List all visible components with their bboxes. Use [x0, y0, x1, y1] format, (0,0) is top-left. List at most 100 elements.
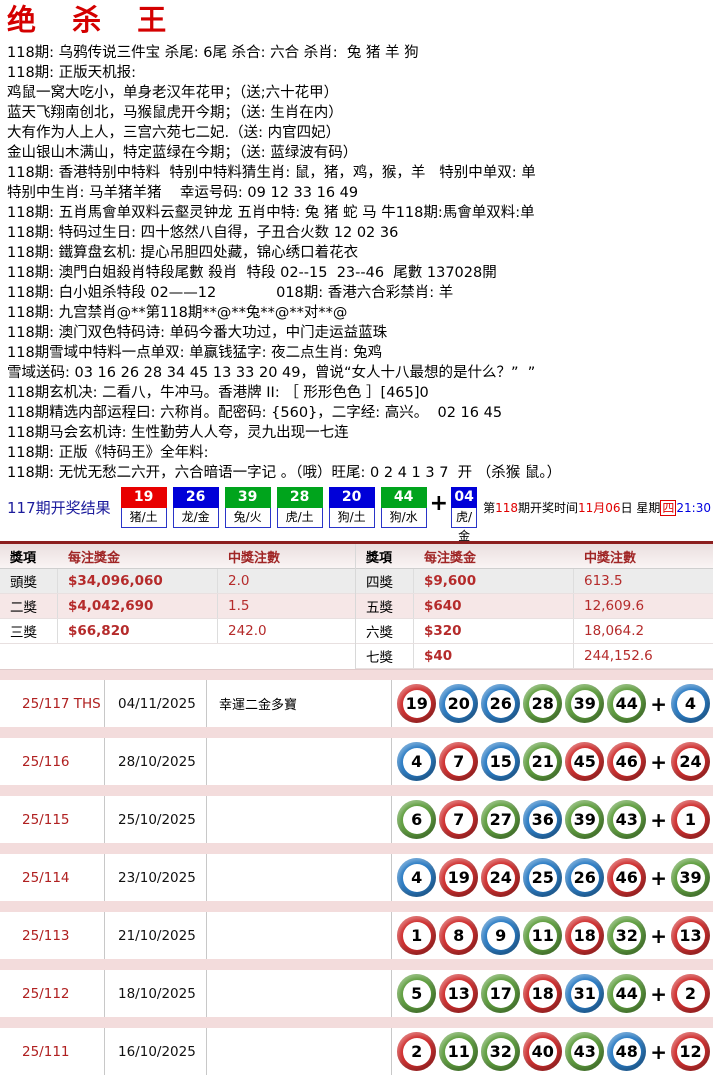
ball-number: 4: [676, 689, 705, 718]
prize-amount: $9,600: [414, 569, 574, 593]
history-draw-remark: 幸運二金多寶: [207, 680, 392, 727]
prize-rows-right: 四獎 $9,600 613.5 五獎 $640 12,609.6 六獎 $320…: [356, 569, 713, 669]
history-draw-date: 28/10/2025: [105, 738, 207, 785]
history-draw-remark: [207, 912, 392, 959]
result-badge-zodiac: 龙/金: [172, 508, 219, 528]
page-title: 绝 杀 王: [7, 3, 180, 37]
ball-number: 48: [612, 1037, 641, 1066]
lottery-ball: 8: [439, 916, 479, 955]
lottery-ball: 20: [439, 684, 479, 723]
history-draw-remark: [207, 854, 392, 901]
result-badge: 39 兔/火: [224, 487, 271, 528]
prediction-line: 雪域送码: 03 16 26 28 34 45 13 33 20 49，曾说“女…: [7, 365, 536, 381]
prize-name: 三獎: [0, 619, 58, 643]
history-draw-date: 18/10/2025: [105, 970, 207, 1017]
lottery-ball: 26: [481, 684, 521, 723]
prize-header-count: 中獎注數: [584, 550, 637, 566]
prize-row: 六獎 $320 18,064.2: [356, 619, 713, 644]
ball-number: 5: [402, 979, 431, 1008]
history-table: 25/117 THS 04/11/2025 幸運二金多寶 19 20: [0, 670, 713, 1075]
ball-number: 26: [486, 689, 515, 718]
ball-number: 39: [570, 805, 599, 834]
lottery-ball: 4: [397, 858, 437, 897]
next-draw-text: 日 星期: [620, 501, 661, 515]
prize-count: 12,609.6: [584, 598, 645, 614]
result-badge: 28 虎/土: [276, 487, 323, 528]
lottery-ball: 17: [481, 974, 521, 1013]
lottery-ball: 9: [481, 916, 521, 955]
history-draw-date: 21/10/2025: [105, 912, 207, 959]
lottery-ball: 45: [565, 742, 605, 781]
prize-amount: $4,042,690: [58, 594, 218, 618]
ball-number: 4: [402, 747, 431, 776]
prize-count: 242.0: [228, 623, 267, 639]
ball-number: 40: [528, 1037, 557, 1066]
history-row: 25/116 28/10/2025 4 7: [0, 738, 713, 785]
result-badge-number: 20: [328, 487, 375, 508]
history-draw-number: 25/111: [0, 1028, 105, 1075]
ball-number: 9: [486, 921, 515, 950]
result-badge: 20 狗/土: [328, 487, 375, 528]
result-badge-zodiac: 猪/土: [120, 508, 167, 528]
lottery-ball: 2: [397, 1032, 437, 1071]
ball-number: 8: [444, 921, 473, 950]
prize-amount: $34,096,060: [58, 569, 218, 593]
lottery-ball: 26: [565, 858, 605, 897]
bonus-ball: 2: [671, 974, 710, 1013]
history-draw-remark: [207, 1028, 392, 1075]
next-draw-weekday: 四: [660, 500, 677, 516]
next-draw-issue: 118: [495, 501, 518, 515]
next-draw-text: 第: [483, 501, 496, 515]
prediction-line: 金山银山木满山，特定蓝绿在今期；（送: 蓝绿波有码）: [7, 145, 358, 161]
prize-table-header: 獎項 每注獎金 中獎注數: [356, 544, 713, 569]
next-draw-text: 期开奖时间: [518, 501, 579, 515]
prediction-line: 118期马会玄机诗: 生性勤劳人人夸，灵九出现一七连: [7, 425, 349, 441]
lottery-ball: 18: [523, 974, 563, 1013]
result-badge-number: 04: [451, 487, 478, 508]
lottery-ball: 48: [607, 1032, 647, 1071]
plus-sign: +: [650, 807, 667, 832]
ball-number: 21: [528, 747, 557, 776]
ball-number: 17: [486, 979, 515, 1008]
prediction-line: 118期: 白小姐杀特段 02——12 018期: 香港六合彩禁肖: 羊: [7, 285, 454, 301]
prize-header-amount: 每注獎金: [424, 550, 477, 566]
plus-sign: +: [650, 1039, 667, 1064]
history-draw-remark: [207, 796, 392, 843]
lottery-ball: 44: [607, 684, 647, 723]
ball-number: 24: [676, 747, 705, 776]
ball-number: 2: [402, 1037, 431, 1066]
prediction-line: 118期: 九宫禁肖@**第118期**@**兔**@**对**@: [7, 305, 348, 321]
prediction-line: 大有作为人上人，三宫六苑七二妃.（送: 内官四妃）: [7, 125, 341, 141]
last-result-label: 117期开奖结果: [7, 499, 111, 517]
result-badge-zodiac: 狗/土: [328, 508, 375, 528]
ball-number: 1: [402, 921, 431, 950]
bonus-ball: 24: [671, 742, 710, 781]
history-draw-number: 25/114: [0, 854, 105, 901]
ball-number: 39: [676, 863, 705, 892]
prize-amount: $640: [414, 594, 574, 618]
ball-number: 44: [612, 979, 641, 1008]
ball-number: 13: [444, 979, 473, 1008]
ball-number: 12: [676, 1037, 705, 1066]
history-draw-number: 25/112: [0, 970, 105, 1017]
ball-number: 18: [528, 979, 557, 1008]
history-draw-balls: 4 7 15 21: [392, 738, 713, 785]
lottery-ball: 21: [523, 742, 563, 781]
prediction-lines: 118期: 乌鸦传说三件宝 杀尾: 6尾 杀合: 六合 杀肖: 兔 猪 羊 狗 …: [0, 43, 713, 483]
prize-row: 五獎 $640 12,609.6: [356, 594, 713, 619]
prediction-line: 118期: 正版天机报:: [7, 65, 137, 81]
ball-number: 15: [486, 747, 515, 776]
ball-number: 4: [402, 863, 431, 892]
plus-sign: +: [650, 865, 667, 890]
history-row: 25/114 23/10/2025 4 19: [0, 854, 713, 901]
lottery-ball: 25: [523, 858, 563, 897]
prediction-line: 118期: 香港特别中特料 特别中特料猜生肖: 鼠，猪，鸡，猴，羊 特别中单双:…: [7, 165, 536, 181]
lottery-ball: 39: [565, 800, 605, 839]
prediction-line: 118期: 鐵算盘玄机: 提心吊胆四处藏，锦心绣口着花衣: [7, 245, 359, 261]
history-draw-remark: [207, 738, 392, 785]
plus-sign: +: [650, 749, 667, 774]
ball-number: 7: [444, 747, 473, 776]
history-draw-date: 04/11/2025: [105, 680, 207, 727]
result-badge-zodiac: 狗/水: [380, 508, 427, 528]
ball-number: 2: [676, 979, 705, 1008]
